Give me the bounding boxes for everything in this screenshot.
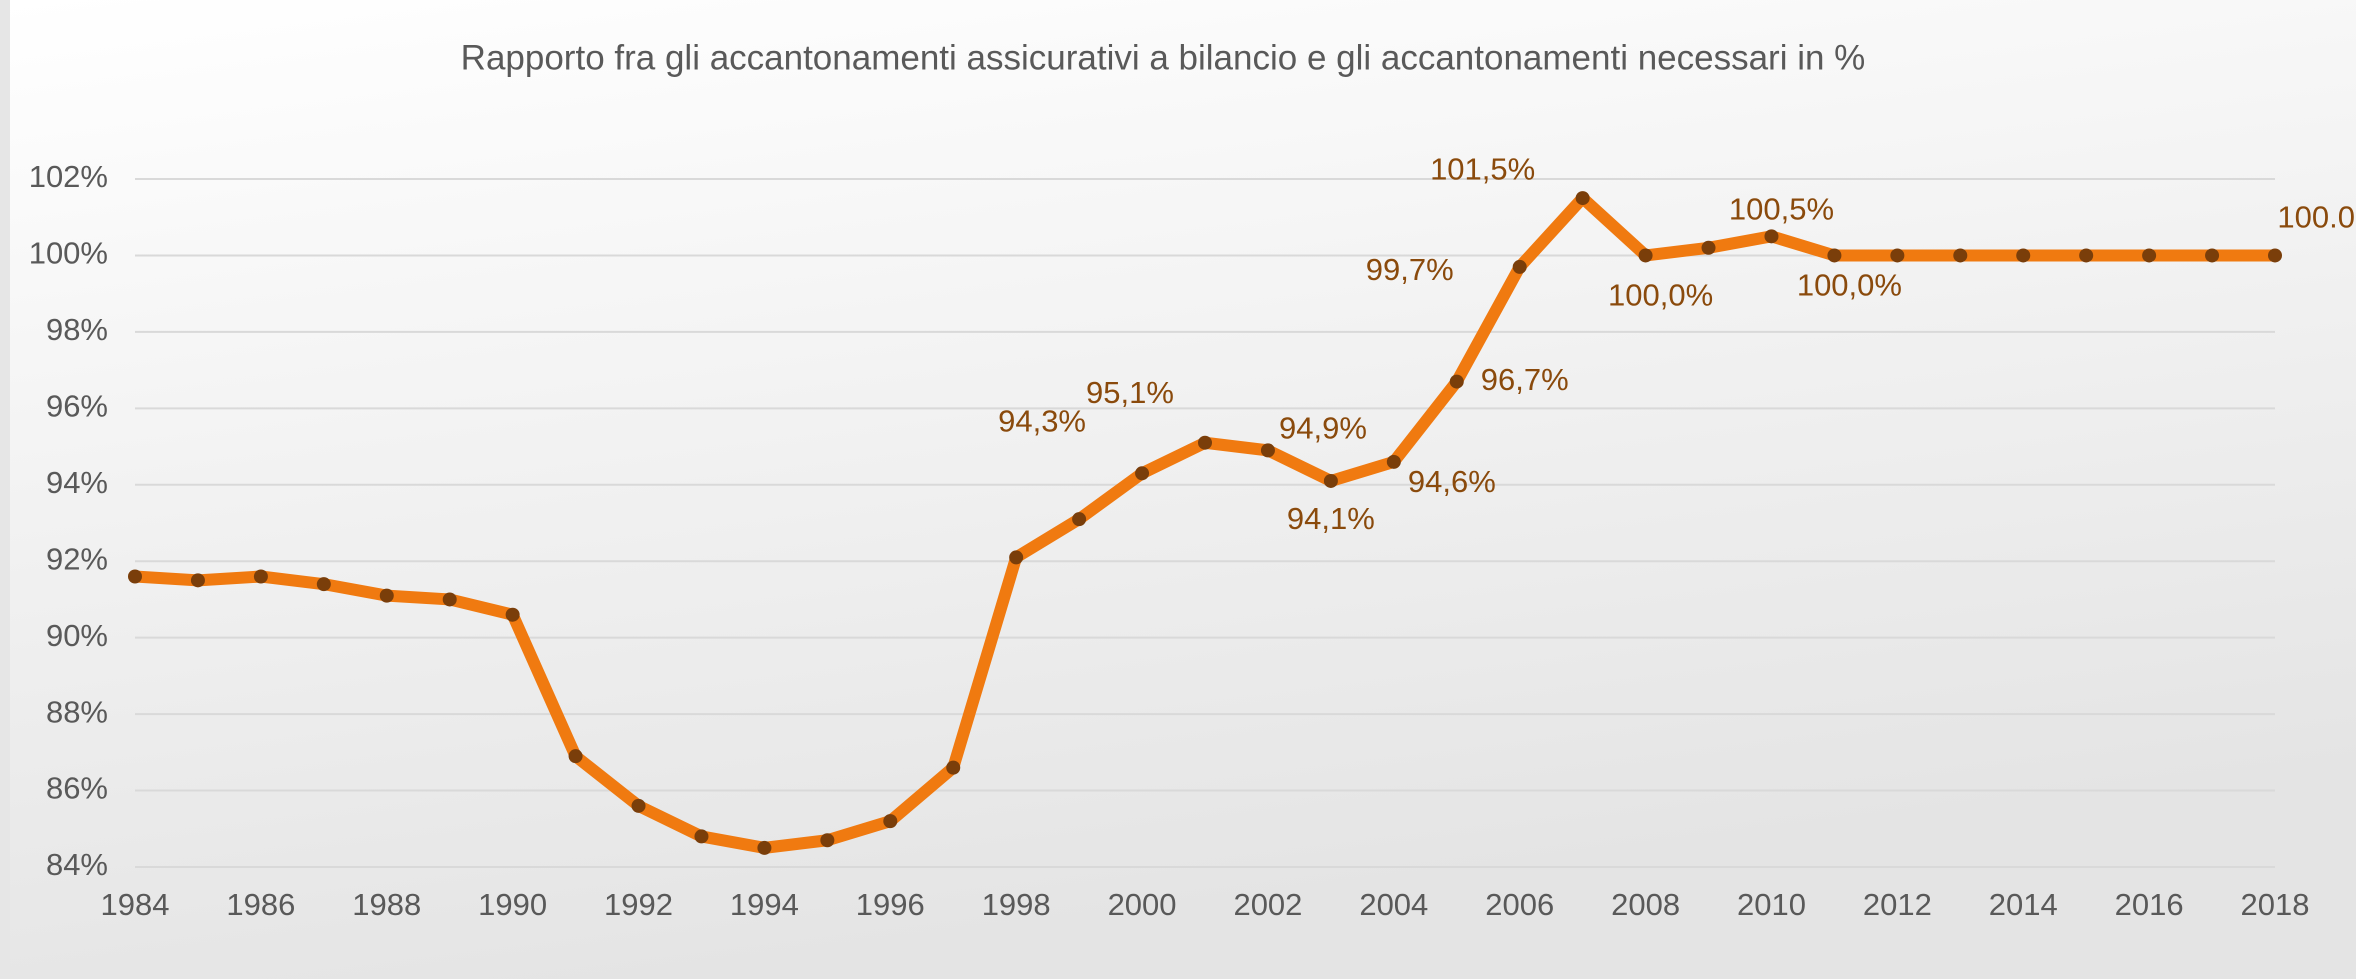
- data-point: [1449, 374, 1464, 389]
- data-point: [1953, 248, 1968, 263]
- data-label: 94,9%: [1279, 411, 1367, 446]
- data-label: 96,7%: [1481, 362, 1569, 397]
- data-point: [1764, 229, 1779, 244]
- data-label: 100,0%: [1797, 268, 1902, 303]
- y-tick-label: 102%: [29, 159, 108, 194]
- data-point: [1638, 248, 1653, 263]
- x-tick-label: 1984: [101, 887, 170, 922]
- x-tick-label: 2006: [1485, 887, 1554, 922]
- y-tick-label: 92%: [46, 541, 108, 576]
- x-tick-label: 1998: [982, 887, 1051, 922]
- data-label: 94,1%: [1287, 501, 1375, 536]
- y-tick-label: 90%: [46, 618, 108, 653]
- y-tick-label: 100%: [29, 236, 108, 271]
- data-point: [2205, 248, 2220, 263]
- data-point: [442, 592, 457, 607]
- y-tick-label: 98%: [46, 312, 108, 347]
- x-tick-label: 2018: [2241, 887, 2310, 922]
- data-point: [253, 569, 268, 584]
- data-point: [1323, 473, 1338, 488]
- x-tick-label: 1990: [478, 887, 547, 922]
- data-point: [2079, 248, 2094, 263]
- data-label: 94,6%: [1408, 464, 1496, 499]
- data-point: [505, 607, 520, 622]
- x-tick-label: 1986: [226, 887, 295, 922]
- data-point: [190, 573, 205, 588]
- data-point: [694, 829, 709, 844]
- data-point: [1827, 248, 1842, 263]
- y-tick-label: 84%: [46, 847, 108, 882]
- data-point: [2268, 248, 2282, 263]
- data-point: [379, 588, 394, 603]
- data-label: 100,0%: [1608, 278, 1713, 313]
- data-point: [1512, 259, 1527, 274]
- data-point: [757, 840, 772, 855]
- y-tick-label: 86%: [46, 771, 108, 806]
- data-point: [1575, 191, 1590, 206]
- data-point: [883, 814, 898, 829]
- data-point: [1260, 443, 1275, 458]
- data-point: [820, 833, 835, 848]
- x-tick-label: 2016: [2115, 887, 2184, 922]
- chart-title: Rapporto fra gli accantonamenti assicura…: [461, 38, 1866, 77]
- data-point: [1386, 454, 1401, 469]
- data-point: [1198, 435, 1212, 450]
- data-point: [946, 760, 961, 775]
- data-label: 101,5%: [1430, 151, 1535, 186]
- x-tick-label: 1988: [352, 887, 421, 922]
- data-point: [316, 577, 331, 592]
- x-tick-label: 1992: [604, 887, 673, 922]
- data-label: 94,3%: [998, 403, 1086, 438]
- data-point: [2016, 248, 2031, 263]
- x-tick-label: 2012: [1863, 887, 1932, 922]
- x-tick-label: 2004: [1359, 887, 1428, 922]
- y-tick-label: 96%: [46, 389, 108, 424]
- data-label: 100.0%: [2277, 200, 2356, 235]
- x-tick-label: 2000: [1108, 887, 1177, 922]
- x-tick-label: 1996: [856, 887, 925, 922]
- y-tick-label: 94%: [46, 465, 108, 500]
- chart-background: [10, 0, 2356, 979]
- data-point: [1890, 248, 1905, 263]
- y-tick-label: 88%: [46, 694, 108, 729]
- x-tick-label: 2010: [1737, 887, 1806, 922]
- x-tick-label: 2008: [1611, 887, 1680, 922]
- data-label: 100,5%: [1729, 192, 1834, 227]
- data-point: [1701, 240, 1716, 255]
- x-tick-label: 1994: [730, 887, 799, 922]
- data-point: [568, 749, 583, 764]
- data-point: [631, 798, 646, 813]
- data-point: [1009, 550, 1024, 565]
- x-tick-label: 2002: [1233, 887, 1302, 922]
- data-point: [1135, 466, 1150, 481]
- x-tick-label: 2014: [1989, 887, 2058, 922]
- data-point: [2142, 248, 2157, 263]
- data-point: [128, 569, 142, 584]
- data-point: [1072, 512, 1087, 527]
- data-label: 95,1%: [1086, 375, 1174, 410]
- data-label: 99,7%: [1366, 252, 1454, 287]
